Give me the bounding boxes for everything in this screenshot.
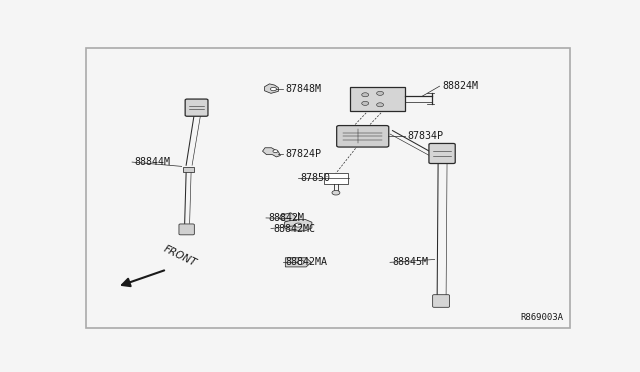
Text: 87834P: 87834P — [408, 131, 444, 141]
FancyBboxPatch shape — [179, 224, 195, 235]
Circle shape — [297, 260, 304, 264]
Text: 87848M: 87848M — [286, 84, 322, 94]
Text: 88824M: 88824M — [442, 81, 478, 91]
Circle shape — [271, 87, 276, 91]
Circle shape — [376, 92, 383, 95]
Circle shape — [376, 103, 383, 107]
Bar — [324, 173, 348, 183]
Polygon shape — [285, 219, 312, 231]
Polygon shape — [264, 84, 278, 93]
FancyBboxPatch shape — [337, 126, 388, 147]
FancyBboxPatch shape — [429, 144, 455, 164]
Text: 88844M: 88844M — [134, 157, 170, 167]
Polygon shape — [262, 148, 280, 157]
Circle shape — [362, 101, 369, 105]
Circle shape — [273, 150, 278, 153]
FancyBboxPatch shape — [185, 99, 208, 116]
Text: R869003A: R869003A — [520, 314, 564, 323]
Text: 88842MC: 88842MC — [273, 224, 316, 234]
Text: 87824P: 87824P — [286, 149, 322, 159]
Bar — [350, 87, 405, 111]
Text: 87850: 87850 — [301, 173, 331, 183]
Text: 88845M: 88845M — [392, 257, 429, 267]
FancyBboxPatch shape — [433, 295, 449, 307]
Text: 88842M: 88842M — [269, 213, 305, 223]
Polygon shape — [285, 258, 311, 267]
Text: 88842MA: 88842MA — [286, 257, 328, 267]
Bar — [182, 167, 193, 172]
Text: FRONT: FRONT — [162, 244, 198, 269]
Polygon shape — [280, 213, 296, 221]
Circle shape — [295, 223, 301, 227]
Circle shape — [362, 93, 369, 97]
Circle shape — [332, 190, 340, 195]
